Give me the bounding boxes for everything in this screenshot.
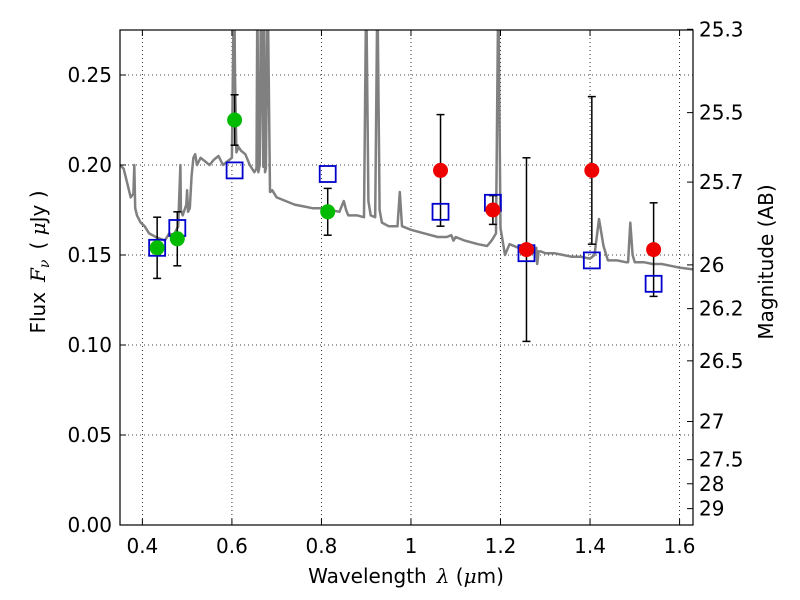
y2-tick-label: 27.5 <box>699 448 744 472</box>
observed-flux-point <box>518 242 534 258</box>
plot-frame <box>119 29 694 526</box>
x-tick-label: 1.2 <box>485 534 517 558</box>
x-tick-label: 0.4 <box>126 534 158 558</box>
observed-flux-point <box>485 202 501 218</box>
y-tick-label: 0.00 <box>67 513 112 537</box>
y2-tick-label: 25.7 <box>699 170 744 194</box>
y2-tick-label: 29 <box>699 497 724 521</box>
x-axis-label: Wavelength λ (μm) <box>308 564 504 588</box>
y-axis-label-prefix: Flux <box>26 292 50 334</box>
y-tick-label: 0.20 <box>67 153 112 177</box>
grid <box>120 30 693 526</box>
y-tick-label: 0.10 <box>67 333 112 357</box>
x-axis-unit-rest: m) <box>477 564 504 588</box>
x-tick-label: 1 <box>405 534 418 558</box>
observed-flux-point <box>433 162 449 178</box>
model-photometry-square <box>644 274 663 293</box>
x-axis-symbol: λ <box>436 564 450 588</box>
x-tick-label: 1.4 <box>574 534 606 558</box>
model-photometry-square <box>582 251 601 270</box>
y2-tick-label: 26.2 <box>699 297 744 321</box>
y-axis-label: Flux Fν ( μJy ) <box>26 190 53 333</box>
y-axis-unit-mu: μ <box>26 222 50 235</box>
y-tick-label: 0.15 <box>67 243 112 267</box>
y-axis-subscript: ν <box>37 259 53 268</box>
y2-tick-label: 27 <box>699 410 724 434</box>
y2-tick-label: 28 <box>699 472 724 496</box>
y2-axis-label: Magnitude (AB) <box>754 184 778 339</box>
x-tick-label: 1.6 <box>664 534 696 558</box>
y-axis-symbol: F <box>26 267 50 283</box>
y-tick-label: 0.25 <box>67 63 112 87</box>
y-tick-label: 0.05 <box>67 423 112 447</box>
y2-tick-label: 26 <box>699 253 724 277</box>
model-photometry-square <box>431 202 450 221</box>
y-axis-unit-open: ( <box>26 235 50 249</box>
x-axis-label-prefix: Wavelength <box>308 564 427 588</box>
x-tick-label: 0.6 <box>216 534 248 558</box>
plot-area <box>120 30 693 343</box>
x-axis-unit-open: ( <box>449 564 463 588</box>
observed-flux-point <box>320 204 336 220</box>
y2-tick-label: 26.5 <box>699 349 744 373</box>
observed-flux-point <box>169 231 185 247</box>
observed-flux-point <box>584 162 600 178</box>
model-photometry-square <box>148 238 167 257</box>
x-tick-label: 0.8 <box>306 534 338 558</box>
observed-flux-point <box>646 242 662 258</box>
x-axis-unit-mu: μ <box>464 564 477 588</box>
model-photometry-square <box>225 161 244 180</box>
observed-flux-point <box>227 112 243 128</box>
spectrum-line <box>120 30 693 271</box>
y2-tick-label: 25.3 <box>699 17 744 41</box>
y2-tick-label: 25.5 <box>699 101 744 125</box>
model-photometry-square <box>318 165 337 183</box>
y-axis-unit-rest: Jy ) <box>26 190 50 224</box>
observed-flux-point <box>149 240 165 256</box>
axis-ticks: 0.4 0.6 0.8 1 1.2 1.4 1.6 0.00 0.05 0.10 0.15 0.20 0… <box>67 17 743 558</box>
